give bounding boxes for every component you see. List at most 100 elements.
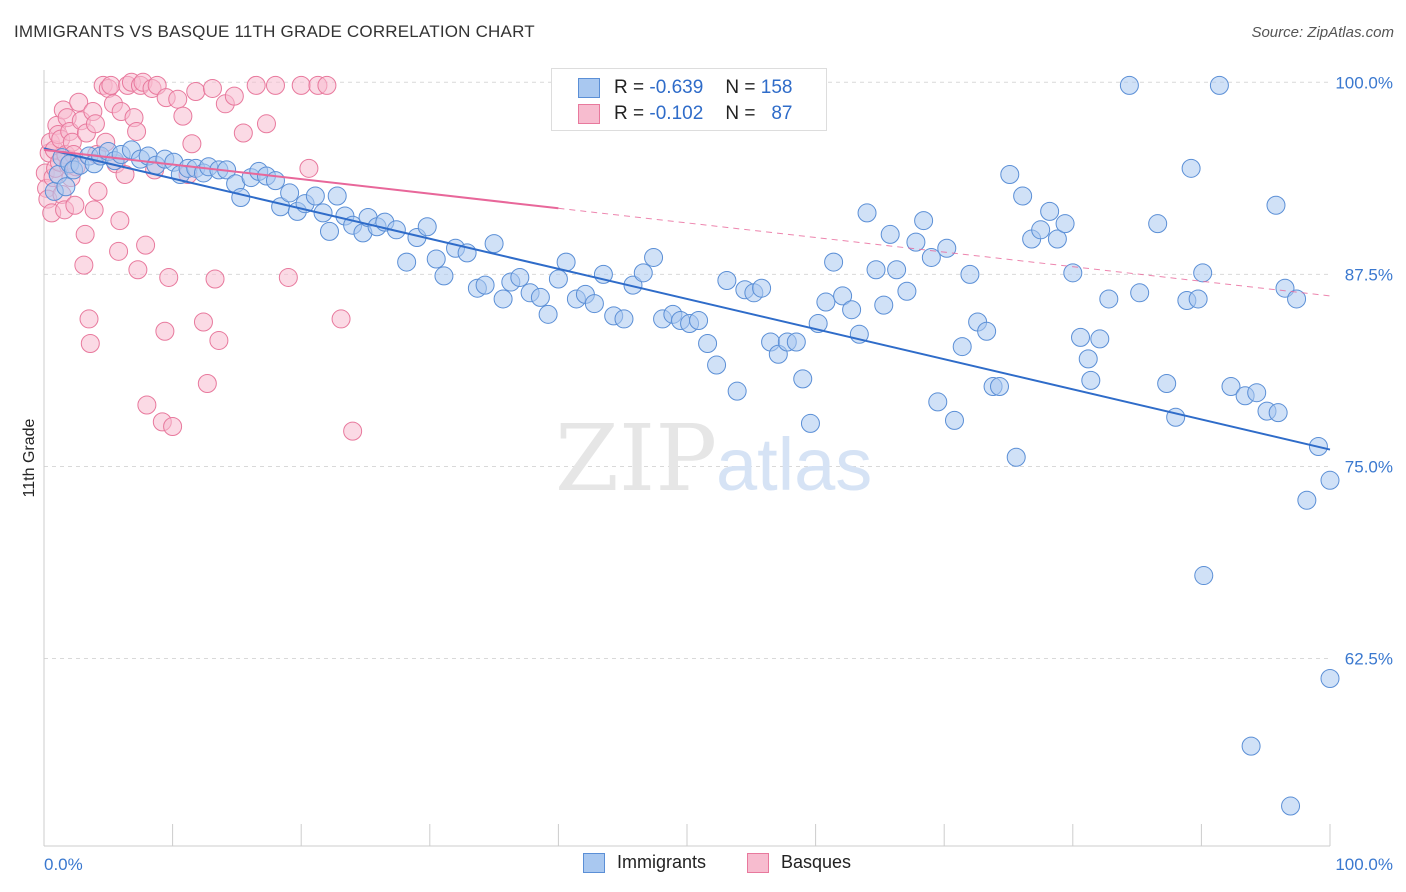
immigrants-point [1320,669,1340,689]
basques-point [186,82,206,102]
basques-point [110,211,130,231]
basques-trend-extension [558,207,1331,297]
immigrants-point [1247,383,1267,403]
immigrants-point [786,332,806,352]
immigrants-point [417,217,437,237]
basques-point [265,75,285,95]
basques-point [299,158,319,178]
immigrants-point [1287,289,1307,309]
trend-lines [43,147,1331,451]
legend-swatch-immigrants [578,78,600,98]
immigrants-point [906,232,926,252]
basques-point [137,395,157,415]
immigrants-point [1099,289,1119,309]
basques-point [159,267,179,287]
immigrants-point [327,186,347,206]
immigrants-point [752,278,772,298]
immigrants-point [928,392,948,412]
immigrants-point [960,264,980,284]
basques-point [209,330,229,350]
immigrants-point [717,271,737,291]
basques-point [75,224,95,244]
legend-r-label: R = [614,77,645,98]
basques-point [79,309,99,329]
bottom-swatch-basques [747,852,769,873]
basques-point [155,321,175,341]
legend-r-value: -0.639 [649,77,704,98]
immigrants-point [921,247,941,267]
immigrants-point [56,177,76,197]
immigrants-point [1078,349,1098,369]
basques-point [128,260,148,280]
basques-point [233,123,253,143]
basques-point [197,373,217,393]
immigrants-point [633,263,653,283]
immigrants-point [1148,214,1168,234]
basques-point [205,269,225,289]
immigrants-point [887,260,907,280]
immigrants-point [1006,447,1026,467]
immigrants-point [1209,75,1229,95]
immigrants-point [1040,201,1060,221]
y-tick-label: 100.0% [1335,73,1393,92]
immigrants-point [1090,329,1110,349]
basques-point [317,75,337,95]
basques-point [343,421,363,441]
basques-point [85,114,105,134]
legend-swatch-basques [578,104,600,124]
basques-point [182,134,202,154]
basques-point [74,255,94,275]
basques-point [69,92,89,112]
immigrants-point [1013,186,1033,206]
immigrants-point [1266,195,1286,215]
immigrants-point [397,252,417,272]
immigrants-point [698,334,718,354]
basques-point [101,75,121,95]
legend: R = -0.639 N = 158 R = -0.102 N = 87 [551,68,827,131]
basques-point [278,267,298,287]
basques-trend-line [43,148,559,210]
immigrants-point [880,224,900,244]
basques-point [224,86,244,106]
immigrants-point [689,310,709,330]
basques-point [168,89,188,109]
tick-labels: 100.0% 87.5% 75.0% 62.5% 0.0% 100.0% [44,73,1393,874]
watermark-zip: ZIP [555,405,717,512]
immigrants-point [897,281,917,301]
immigrants-point [937,238,957,258]
basques-point [173,106,193,126]
immigrants-point [842,300,862,320]
watermark-atlas: atlas [716,423,872,506]
immigrants-point [484,234,504,254]
immigrants-point [538,304,558,324]
basques-point [163,416,183,436]
basques-point [65,195,85,215]
immigrants-point [857,203,877,223]
immigrants-trend-line [43,147,1331,451]
immigrants-point [866,260,886,280]
basques-point [88,181,108,201]
x-tick-label: 0.0% [44,855,83,874]
immigrants-point [584,294,604,314]
basques-point [84,200,104,220]
immigrants-point [493,289,513,309]
immigrants-point [231,188,251,208]
immigrants-point [833,286,853,306]
basques-point [193,312,213,332]
basques-point [202,78,222,98]
immigrants-point [989,377,1009,397]
basques-point [256,114,276,134]
immigrants-point [727,381,747,401]
legend-r-value: -0.102 [649,103,704,124]
immigrants-point [1188,289,1208,309]
immigrants-point [426,249,446,269]
y-axis-label: 11th Grade [21,418,38,497]
immigrants-point [548,269,568,289]
basques-point [127,121,147,141]
immigrants-point [1297,490,1317,510]
legend-row-basques: R = -0.102 N = 87 [578,102,792,126]
immigrants-point [1081,370,1101,390]
immigrants-point [1320,470,1340,490]
immigrants-point [1000,164,1020,184]
